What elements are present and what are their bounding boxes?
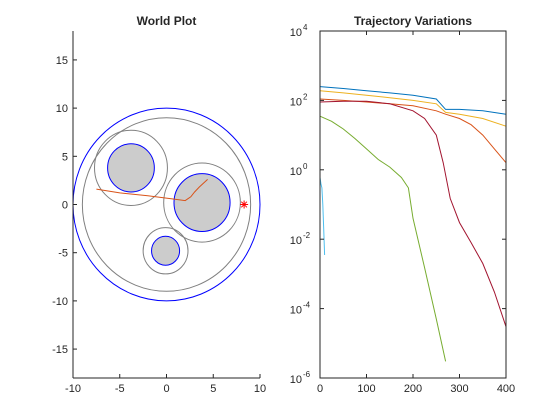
trajectory-variations-y-tick-exponent: 2 — [303, 92, 308, 101]
world-plot-x-tick-label: 5 — [210, 383, 216, 395]
trajectory-variations-box — [319, 30, 507, 379]
world-plot-title: World Plot — [137, 14, 197, 28]
trajectory-variations-title: Trajectory Variations — [354, 14, 472, 28]
trajectory-variation-line-6 — [319, 177, 326, 256]
world-plot-x-tick-label: 10 — [254, 383, 266, 395]
trajectory-variations-y-tick-base: 10 — [290, 166, 302, 178]
trajectory-variations-y-tick-base: 10 — [290, 374, 302, 386]
trajectory-variations-x-tick-label: 200 — [404, 383, 422, 395]
obstacle-guard-circle-1 — [94, 129, 168, 206]
obstacle-guard-circle-3 — [142, 227, 189, 275]
obstacle-3 — [151, 235, 181, 266]
world-plot-y-tick-label: -5 — [58, 248, 68, 260]
trajectory-variations-y-tick-exponent: -4 — [303, 301, 311, 310]
goal-marker — [240, 200, 249, 209]
trajectory-variations-y-tick-base: 10 — [290, 305, 302, 317]
trajectory-variations-y-tick-base: 10 — [290, 235, 302, 247]
trajectory-variation-line-3 — [319, 98, 507, 164]
trajectory-variations-y-tick-base: 10 — [290, 27, 302, 39]
obstacle-guard-circle-2 — [163, 162, 241, 243]
outer-guard-circle — [81, 117, 252, 292]
world-plot-y-tick-label: 0 — [62, 200, 68, 212]
world-plot-y-tick-label: 5 — [62, 151, 68, 163]
world-plot-x-tick-label: 0 — [163, 383, 169, 395]
trajectory-variation-line-2 — [319, 90, 507, 127]
boundary-circle — [72, 107, 261, 302]
trajectory-variations-x-tick-label: 300 — [450, 383, 468, 395]
trajectory-variation-line-4 — [319, 100, 507, 327]
trajectory-variations-y-tick-exponent: -2 — [303, 231, 311, 240]
trajectory-variations-x-tick-label: 0 — [317, 383, 323, 395]
trajectory-variations-x-tick-label: 100 — [357, 383, 375, 395]
trajectory-variation-line-1 — [319, 86, 507, 115]
trajectory-path — [96, 179, 208, 202]
world-plot-y-tick-label: 15 — [56, 55, 68, 67]
trajectory-variations-y-tick-base: 10 — [290, 96, 302, 108]
trajectory-variation-line-5 — [319, 115, 447, 362]
world-plot-axes: World Plot -10 -5 0 5 10 -15 -10 -5 0 5 10 15 — [52, 14, 266, 395]
world-plot-x-tick-label: -10 — [65, 383, 81, 395]
world-plot-y-tick-label: -10 — [52, 296, 68, 308]
world-plot-x-tick-label: -5 — [115, 383, 125, 395]
world-plot-y-tick-label: -15 — [52, 344, 68, 356]
trajectory-variations-y-tick-exponent: 0 — [303, 162, 308, 171]
obstacle-2 — [173, 173, 231, 232]
trajectory-variations-x-tick-label: 400 — [497, 383, 515, 395]
obstacle-1 — [107, 143, 155, 193]
trajectory-variations-y-tick-exponent: 4 — [303, 23, 308, 32]
trajectory-variations-y-tick-exponent: -6 — [303, 370, 311, 379]
world-plot-y-tick-label: 10 — [56, 103, 68, 115]
